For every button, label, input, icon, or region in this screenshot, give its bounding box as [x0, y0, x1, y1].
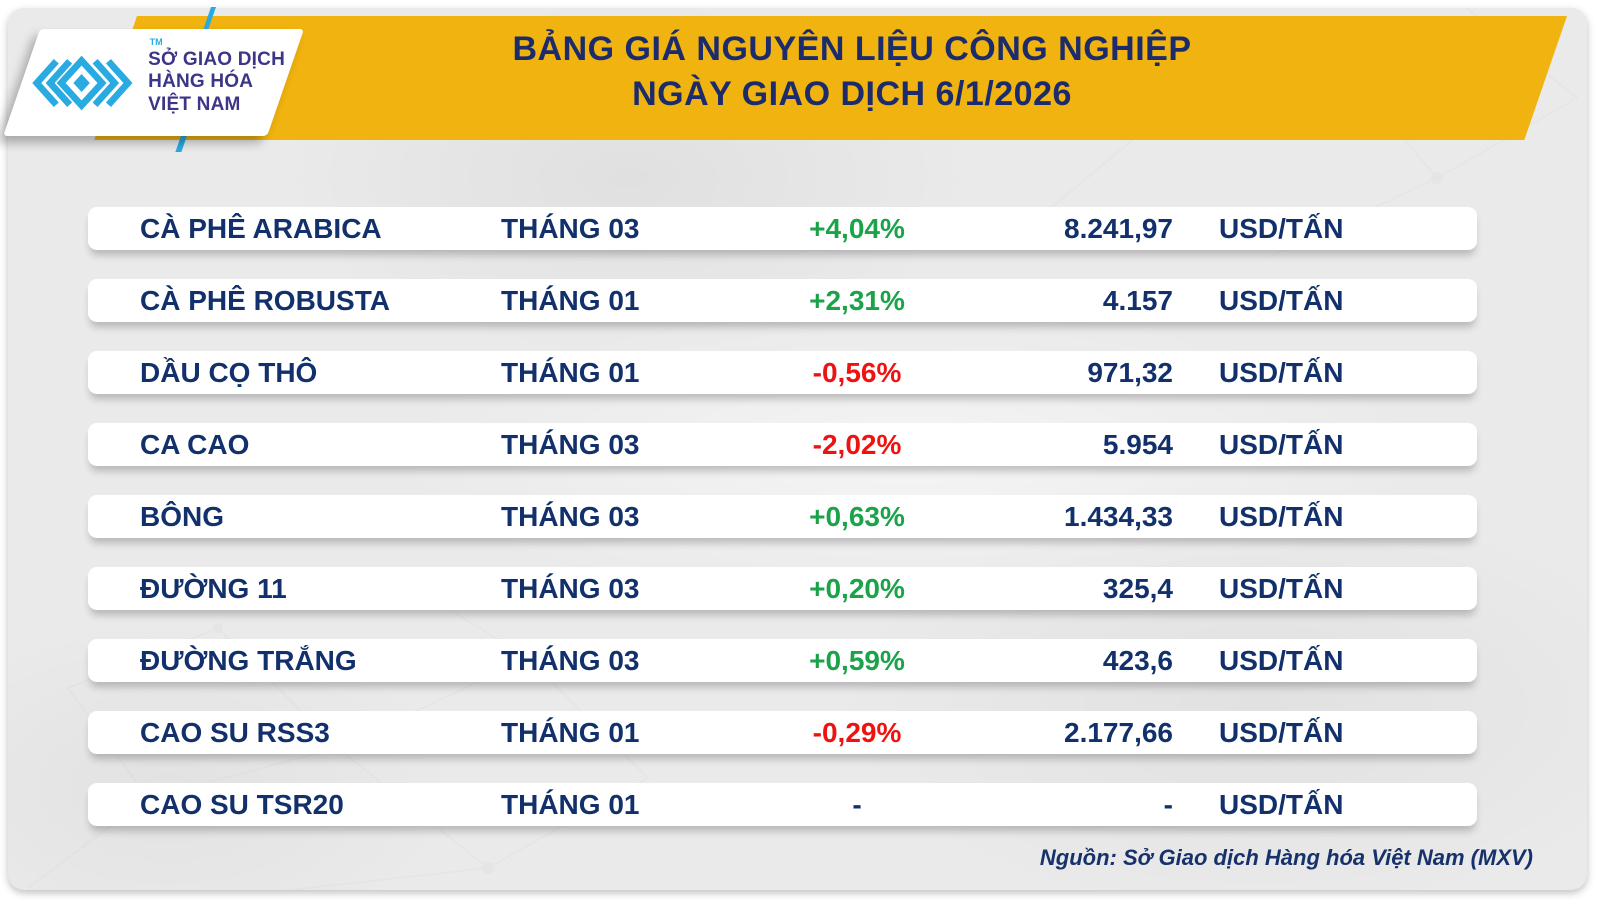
- table-row: DẦU CỌ THÔ THÁNG 01 -0,56% 971,32 USD/TẤ…: [88, 351, 1477, 394]
- contract-month: THÁNG 03: [501, 212, 640, 244]
- table-row: CAO SU TSR20 THÁNG 01 - - USD/TẤN: [88, 783, 1477, 826]
- commodity-name: CÀ PHÊ ARABICA: [140, 212, 382, 244]
- price-unit: USD/TẤN: [1219, 716, 1344, 748]
- contract-month: THÁNG 03: [501, 644, 640, 676]
- mxv-logo-content: TM SỞ GIAO DỊCH HÀNG HÓA VIỆT NAM: [22, 29, 286, 136]
- page-title: BẢNG GIÁ NGUYÊN LIỆU CÔNG NGHIỆP NGÀY GI…: [137, 27, 1567, 117]
- change-percent: -2,02%: [812, 428, 902, 460]
- change-percent: +0,20%: [809, 572, 905, 604]
- price-value: -: [1163, 788, 1173, 820]
- contract-month: THÁNG 01: [501, 716, 640, 748]
- change-percent: -0,56%: [812, 356, 902, 388]
- price-unit: USD/TẤN: [1219, 500, 1344, 532]
- mxv-logo-icon: [22, 47, 140, 119]
- table-row: CÀ PHÊ ROBUSTA THÁNG 01 +2,31% 4.157 USD…: [88, 279, 1477, 322]
- mxv-logo-text: SỞ GIAO DỊCH HÀNG HÓA VIỆT NAM: [148, 49, 285, 116]
- change-percent: +0,63%: [809, 500, 905, 532]
- change-percent: -0,29%: [812, 716, 902, 748]
- commodity-name: ĐƯỜNG TRẮNG: [140, 644, 357, 676]
- price-unit: USD/TẤN: [1219, 428, 1344, 460]
- change-percent: -: [852, 788, 862, 820]
- table-row: ĐƯỜNG TRẮNG THÁNG 03 +0,59% 423,6 USD/TẤ…: [88, 639, 1477, 682]
- price-value: 2.177,66: [1064, 716, 1173, 748]
- source-note: Nguồn: Sở Giao dịch Hàng hóa Việt Nam (M…: [1039, 845, 1533, 870]
- table-row: BÔNG THÁNG 03 +0,63% 1.434,33 USD/TẤN: [88, 495, 1477, 538]
- price-unit: USD/TẤN: [1219, 788, 1344, 820]
- contract-month: THÁNG 01: [501, 284, 640, 316]
- price-value: 4.157: [1102, 284, 1173, 316]
- price-table: CÀ PHÊ ARABICA THÁNG 03 +4,04% 8.241,97 …: [88, 207, 1477, 855]
- contract-month: THÁNG 01: [501, 356, 640, 388]
- table-row: CA CAO THÁNG 03 -2,02% 5.954 USD/TẤN: [88, 423, 1477, 466]
- contract-month: THÁNG 03: [501, 572, 640, 604]
- price-value: 1.434,33: [1064, 500, 1173, 532]
- change-percent: +2,31%: [809, 284, 905, 316]
- price-unit: USD/TẤN: [1219, 356, 1344, 388]
- page-title-line1: BẢNG GIÁ NGUYÊN LIỆU CÔNG NGHIỆP: [512, 30, 1192, 68]
- commodity-name: CÀ PHÊ ROBUSTA: [140, 284, 390, 316]
- mxv-org-line2: HÀNG HÓA: [148, 71, 254, 93]
- commodity-name: CAO SU TSR20: [140, 788, 344, 820]
- page-title-line2: NGÀY GIAO DỊCH 6/1/2026: [632, 75, 1072, 114]
- price-value: 8.241,97: [1064, 212, 1173, 244]
- trademark-label: TM: [149, 37, 163, 47]
- commodity-name: BÔNG: [140, 500, 224, 532]
- contract-month: THÁNG 01: [501, 788, 640, 820]
- table-row: CÀ PHÊ ARABICA THÁNG 03 +4,04% 8.241,97 …: [88, 207, 1477, 250]
- mxv-logo: TM SỞ GIAO DỊCH HÀNG HÓA VIỆT NAM: [3, 29, 304, 136]
- table-row: CAO SU RSS3 THÁNG 01 -0,29% 2.177,66 USD…: [88, 711, 1477, 754]
- contract-month: THÁNG 03: [501, 428, 640, 460]
- commodity-name: CAO SU RSS3: [140, 716, 330, 748]
- price-unit: USD/TẤN: [1219, 572, 1344, 604]
- price-unit: USD/TẤN: [1219, 212, 1344, 244]
- price-unit: USD/TẤN: [1219, 644, 1344, 676]
- change-percent: +0,59%: [809, 644, 905, 676]
- contract-month: THÁNG 03: [501, 500, 640, 532]
- commodity-name: CA CAO: [140, 428, 250, 460]
- price-value: 5.954: [1102, 428, 1173, 460]
- commodity-name: DẦU CỌ THÔ: [140, 356, 318, 388]
- commodity-name: ĐƯỜNG 11: [140, 572, 287, 604]
- price-unit: USD/TẤN: [1219, 284, 1344, 316]
- mxv-org-line3: VIỆT NAM: [148, 93, 241, 115]
- mxv-org-line1: SỞ GIAO DỊCH: [148, 48, 286, 70]
- change-percent: +4,04%: [809, 212, 905, 244]
- price-value: 325,4: [1102, 572, 1173, 604]
- price-value: 423,6: [1102, 644, 1173, 676]
- table-row: ĐƯỜNG 11 THÁNG 03 +0,20% 325,4 USD/TẤN: [88, 567, 1477, 610]
- price-value: 971,32: [1087, 356, 1173, 388]
